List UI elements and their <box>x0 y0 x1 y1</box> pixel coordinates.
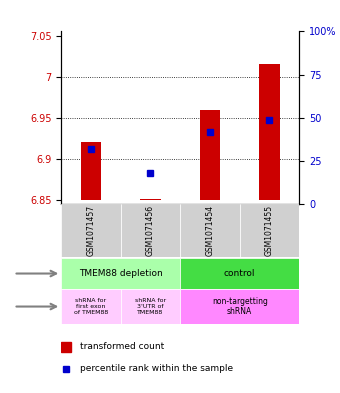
Text: GSM1071455: GSM1071455 <box>265 205 274 257</box>
FancyBboxPatch shape <box>180 258 299 289</box>
FancyBboxPatch shape <box>61 289 121 324</box>
Text: GSM1071454: GSM1071454 <box>205 205 215 257</box>
Bar <box>200 110 220 200</box>
Text: GSM1071457: GSM1071457 <box>86 205 96 257</box>
Text: TMEM88 depletion: TMEM88 depletion <box>79 269 163 278</box>
Text: control: control <box>224 269 255 278</box>
FancyBboxPatch shape <box>180 289 299 324</box>
Bar <box>140 199 161 200</box>
FancyBboxPatch shape <box>61 258 180 289</box>
Text: shRNA for
3'UTR of
TMEM88: shRNA for 3'UTR of TMEM88 <box>135 298 166 315</box>
Text: transformed count: transformed count <box>80 342 165 351</box>
FancyBboxPatch shape <box>121 204 180 257</box>
Text: GSM1071456: GSM1071456 <box>146 205 155 257</box>
Text: non-targetting
shRNA: non-targetting shRNA <box>212 297 268 316</box>
FancyBboxPatch shape <box>121 289 180 324</box>
Text: shRNA for
first exon
of TMEM88: shRNA for first exon of TMEM88 <box>74 298 108 315</box>
Bar <box>81 142 101 200</box>
FancyBboxPatch shape <box>61 204 121 257</box>
FancyBboxPatch shape <box>180 204 240 257</box>
FancyBboxPatch shape <box>240 204 299 257</box>
Text: percentile rank within the sample: percentile rank within the sample <box>80 364 233 373</box>
Bar <box>259 64 280 200</box>
